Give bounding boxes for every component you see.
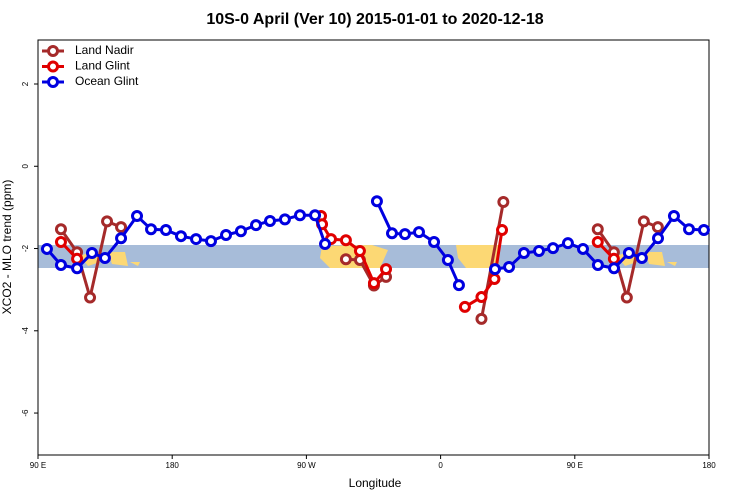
x-tick-label: 90 W — [297, 461, 316, 470]
point — [204, 235, 217, 248]
legend-label: Land Nadir — [75, 43, 134, 57]
y-tick-label: -4 — [21, 327, 30, 335]
chart-title: 10S-0 April (Ver 10) 2015-01-01 to 2020-… — [206, 11, 543, 28]
point — [190, 233, 203, 246]
point — [380, 263, 393, 276]
point — [353, 244, 366, 257]
legend-label: Ocean Glint — [75, 74, 139, 88]
point — [667, 210, 680, 223]
point — [458, 300, 471, 313]
point — [98, 251, 111, 264]
point — [652, 232, 665, 245]
point — [503, 261, 516, 274]
y-tick-label: -2 — [21, 244, 30, 252]
point — [174, 230, 187, 243]
point — [398, 228, 411, 241]
point — [54, 235, 67, 248]
point — [115, 221, 128, 234]
y-axis-label: XCO2 - MLO trend (ppm) — [0, 180, 14, 315]
point — [497, 196, 510, 209]
x-tick-label: 180 — [702, 461, 716, 470]
point — [622, 247, 635, 260]
point — [339, 234, 352, 247]
point — [145, 223, 158, 236]
point — [635, 251, 648, 264]
point — [84, 291, 97, 304]
point — [475, 291, 488, 304]
point — [488, 272, 501, 285]
point — [412, 226, 425, 239]
point — [533, 244, 546, 257]
point — [370, 195, 383, 208]
point — [591, 258, 604, 271]
point — [234, 225, 247, 238]
legend-marker — [47, 60, 59, 73]
x-tick-label: 90 E — [567, 461, 583, 470]
point — [475, 312, 488, 325]
point — [220, 228, 233, 241]
point — [608, 262, 621, 275]
point — [637, 215, 650, 228]
legend-marker — [47, 45, 59, 57]
point — [115, 232, 128, 245]
point — [620, 291, 633, 304]
point — [54, 258, 67, 271]
point — [85, 247, 98, 260]
legend-label: Land Glint — [75, 59, 130, 73]
y-tick-label: -6 — [21, 409, 30, 417]
plot-frame — [37, 39, 710, 456]
point — [385, 227, 398, 240]
point — [441, 254, 454, 267]
point — [309, 209, 322, 222]
land-shape — [456, 245, 500, 268]
point — [159, 224, 172, 237]
point — [428, 235, 441, 248]
point — [591, 235, 604, 248]
point — [591, 223, 604, 236]
point — [517, 247, 530, 260]
point — [651, 221, 664, 234]
x-tick-label: 90 E — [30, 461, 46, 470]
point — [71, 262, 84, 275]
point — [131, 210, 144, 223]
x-tick-label: 0 — [438, 461, 443, 470]
point — [250, 219, 263, 232]
point — [319, 238, 332, 251]
point — [367, 277, 380, 290]
point — [101, 215, 114, 228]
point — [54, 223, 67, 236]
point — [278, 213, 291, 226]
point — [293, 209, 306, 222]
point — [577, 242, 590, 255]
point — [607, 252, 620, 265]
land-shape — [320, 245, 388, 268]
legend-marker — [47, 76, 59, 88]
point — [452, 279, 465, 292]
point — [496, 224, 509, 237]
point — [683, 223, 696, 236]
x-tick-label: 180 — [166, 461, 180, 470]
point — [489, 263, 502, 276]
point — [697, 224, 710, 237]
point — [561, 237, 574, 250]
y-tick-label: 2 — [21, 81, 30, 86]
point — [339, 253, 352, 266]
point — [547, 242, 560, 255]
y-tick-label: 0 — [21, 163, 30, 168]
point — [264, 214, 277, 227]
series-line — [45, 200, 705, 286]
point — [71, 252, 84, 265]
point — [40, 242, 53, 255]
x-axis-label: Longitude — [349, 476, 402, 490]
